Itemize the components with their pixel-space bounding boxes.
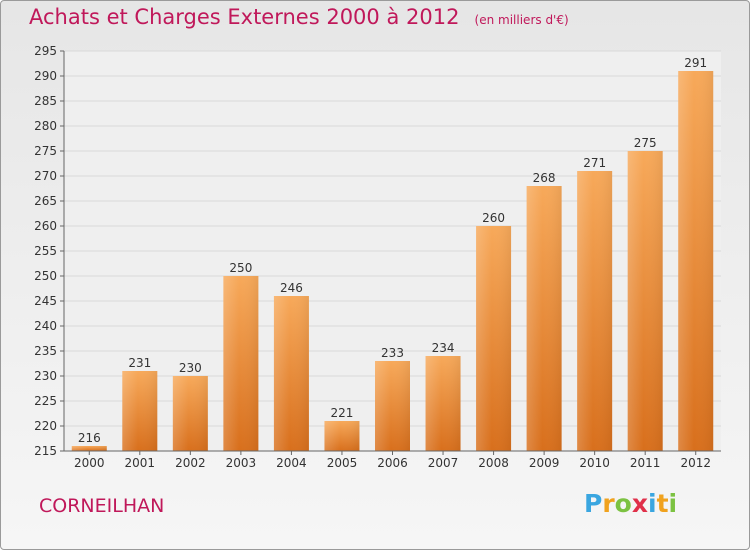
chart-title: Achats et Charges Externes 2000 à 2012	[29, 5, 460, 29]
bar-shine	[627, 151, 663, 451]
y-tick-label: 230	[34, 369, 57, 383]
bar-value-label: 271	[583, 156, 606, 170]
bar-shine	[577, 171, 613, 451]
y-tick-label: 250	[34, 269, 57, 283]
y-tick-label: 285	[34, 94, 57, 108]
x-tick-label: 2004	[276, 456, 307, 470]
x-tick-label: 2008	[478, 456, 509, 470]
bar-value-label: 216	[78, 431, 101, 445]
logo-letter: t	[656, 489, 669, 518]
chart-unit: (en milliers d'€)	[474, 13, 569, 27]
logo-letter: o	[614, 489, 632, 518]
y-tick-label: 235	[34, 344, 57, 358]
bar-value-label: 230	[179, 361, 202, 375]
logo-letter: i	[668, 489, 678, 518]
x-tick-label: 2010	[579, 456, 610, 470]
y-tick-label: 265	[34, 194, 57, 208]
bar-value-label: 250	[229, 261, 252, 275]
y-tick-label: 255	[34, 244, 57, 258]
bar-value-label: 275	[634, 136, 657, 150]
bar-value-label: 291	[684, 56, 707, 70]
commune-name: CORNEILHAN	[39, 495, 165, 517]
x-tick-label: 2000	[74, 456, 105, 470]
bar-value-label: 260	[482, 211, 505, 225]
bar-shine	[476, 226, 512, 451]
bar-shine	[122, 371, 158, 451]
proxiti-logo: Proxiti	[584, 489, 677, 518]
bar-shine	[526, 186, 562, 451]
y-tick-label: 270	[34, 169, 57, 183]
x-tick-label: 2011	[630, 456, 661, 470]
bar-value-label: 246	[280, 281, 303, 295]
x-tick-label: 2007	[428, 456, 459, 470]
bar-shine	[273, 296, 309, 451]
axis-layer: 2152202252302352402452502552602652702752…	[34, 44, 721, 470]
logo-letter: r	[602, 489, 615, 518]
bar-shine	[71, 446, 107, 451]
y-tick-label: 225	[34, 394, 57, 408]
logo-letter: P	[584, 489, 603, 518]
chart-title-block: Achats et Charges Externes 2000 à 2012 (…	[29, 5, 569, 29]
y-tick-label: 215	[34, 444, 57, 458]
bar-value-label: 231	[128, 356, 151, 370]
logo-letter: x	[631, 489, 648, 518]
bar-layer: 216 231 230 250 246 221 233 234 260 268 271 275 291	[71, 56, 714, 451]
bar-shine	[324, 421, 360, 451]
bar-value-label: 234	[432, 341, 455, 355]
y-tick-label: 240	[34, 319, 57, 333]
bar-shine	[172, 376, 208, 451]
y-tick-label: 290	[34, 69, 57, 83]
y-tick-label: 275	[34, 144, 57, 158]
x-tick-label: 2002	[175, 456, 206, 470]
x-tick-label: 2009	[529, 456, 560, 470]
y-tick-label: 295	[34, 44, 57, 58]
x-tick-label: 2001	[125, 456, 156, 470]
bar-shine	[375, 361, 410, 451]
x-tick-label: 2012	[680, 456, 711, 470]
bar-shine	[678, 71, 714, 451]
bar-shine	[223, 276, 259, 451]
y-tick-label: 220	[34, 419, 57, 433]
bar-value-label: 268	[533, 171, 556, 185]
x-tick-label: 2006	[377, 456, 408, 470]
bar-shine	[425, 356, 461, 451]
logo-letter: i	[648, 489, 657, 518]
x-tick-label: 2003	[226, 456, 257, 470]
y-tick-label: 260	[34, 219, 57, 233]
bar-value-label: 233	[381, 346, 404, 360]
y-tick-label: 245	[34, 294, 57, 308]
x-tick-label: 2005	[327, 456, 358, 470]
y-tick-label: 280	[34, 119, 57, 133]
bar-value-label: 221	[331, 406, 354, 420]
